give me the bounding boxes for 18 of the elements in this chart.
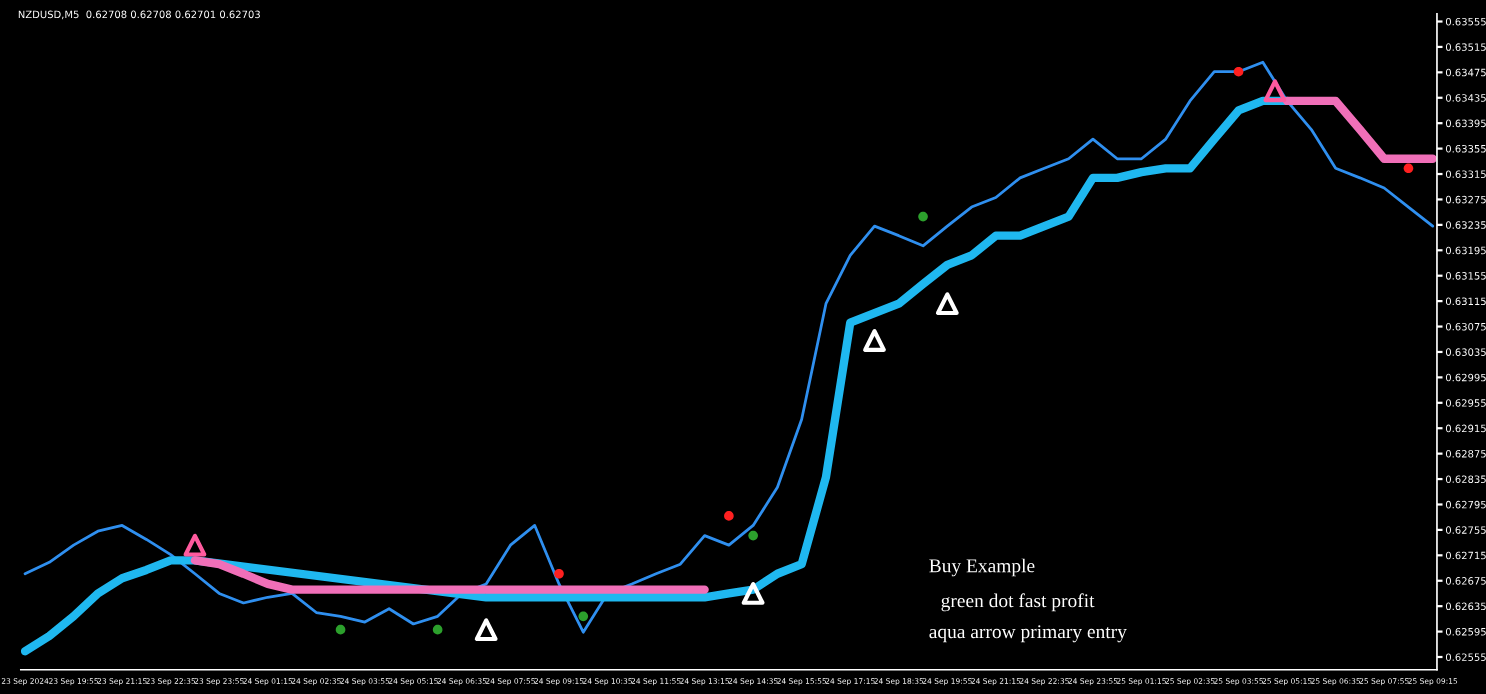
point	[335, 624, 346, 635]
point	[1263, 79, 1287, 103]
point	[918, 211, 928, 222]
point	[1233, 66, 1244, 77]
point	[748, 530, 758, 541]
point	[741, 582, 765, 605]
point	[474, 618, 498, 642]
point	[1403, 163, 1414, 174]
point	[554, 568, 564, 579]
point	[578, 611, 589, 622]
point	[432, 624, 443, 635]
point	[183, 533, 207, 557]
point	[935, 292, 959, 316]
annotation: Buy Example	[929, 558, 1035, 577]
point	[724, 511, 734, 521]
annotation: green dot fast profit	[941, 593, 1095, 612]
point	[863, 329, 886, 352]
annotation: aqua arrow primary entry	[929, 625, 1127, 643]
